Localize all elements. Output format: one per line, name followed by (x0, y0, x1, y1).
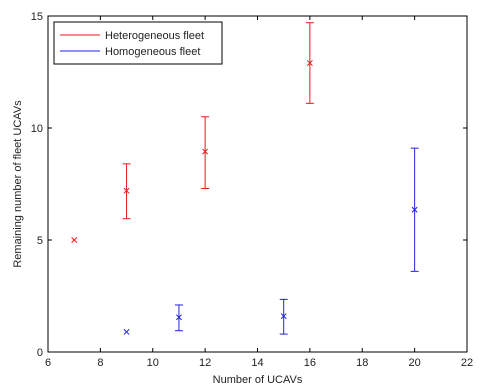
y-tick-label: 5 (37, 235, 43, 247)
data-point (410, 147, 419, 272)
data-point (305, 22, 314, 104)
axis-ticks (47, 15, 468, 353)
y-axis-title: Remaining number of fleet UCAVs (12, 100, 24, 268)
data-point (279, 298, 288, 335)
x-tick-label: 18 (356, 357, 368, 369)
x-tick-labels: 6 8 10 12 14 16 18 20 22 (45, 357, 473, 369)
plot-area (47, 15, 468, 353)
x-tick-label: 16 (304, 357, 316, 369)
series-homogeneous (123, 147, 419, 335)
x-tick-label: 6 (45, 357, 51, 369)
data-point (71, 237, 78, 243)
data-point (174, 304, 183, 332)
legend: Heterogeneous fleet Homogeneous fleet (53, 21, 223, 65)
series-layer (71, 22, 419, 335)
marker-x (123, 187, 130, 194)
x-tick-label: 8 (97, 357, 103, 369)
y-tick-label: 10 (31, 123, 43, 135)
marker-x (411, 206, 418, 213)
data-point (122, 163, 131, 220)
marker-x (175, 314, 182, 321)
x-axis-title: Number of UCAVs (213, 374, 303, 386)
y-tick-label: 0 (37, 347, 43, 359)
y-tick-labels: 0 5 10 15 (31, 11, 43, 359)
legend-box (53, 21, 223, 65)
x-tick-label: 12 (199, 357, 211, 369)
marker-x (306, 60, 313, 66)
marker-x (123, 328, 130, 335)
x-tick-label: 10 (147, 357, 159, 369)
y-tick-label: 15 (31, 11, 43, 23)
marker-x (202, 148, 209, 155)
data-point (123, 328, 130, 335)
x-tick-label: 20 (409, 357, 421, 369)
x-tick-label: 22 (461, 357, 473, 369)
data-point (201, 116, 210, 189)
legend-label-heterogeneous: Heterogeneous fleet (105, 30, 204, 42)
x-tick-label: 14 (251, 357, 263, 369)
marker-x (280, 313, 287, 320)
legend-label-homogeneous: Homogeneous fleet (105, 46, 200, 58)
marker-x (71, 237, 78, 243)
series-heterogeneous (71, 22, 314, 243)
